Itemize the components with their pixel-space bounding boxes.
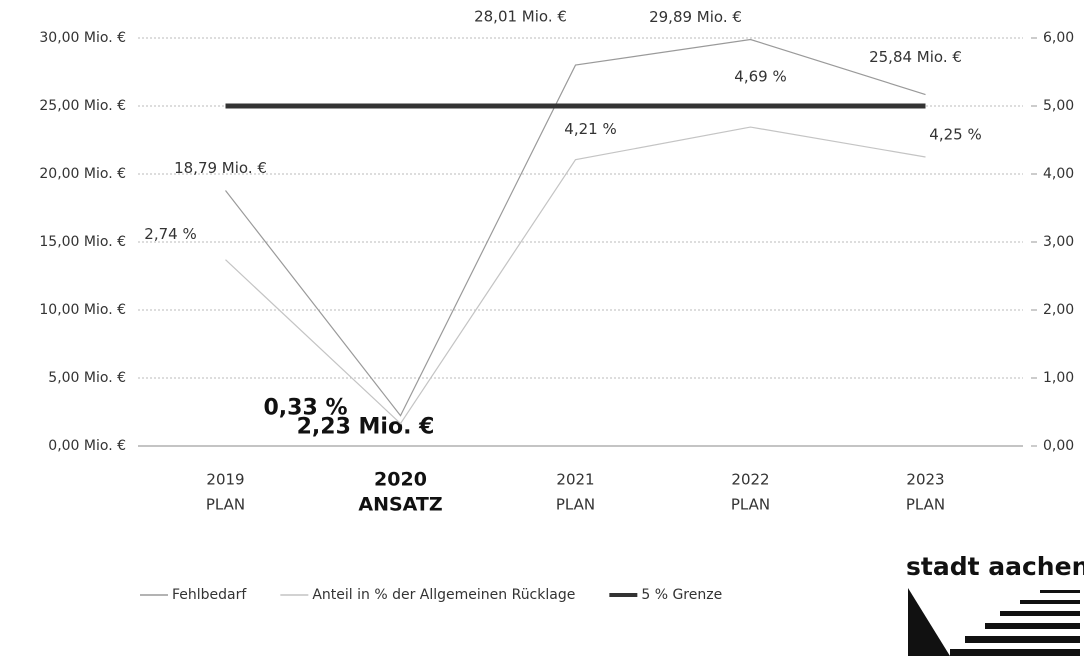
y2-tick-label: 1,00 bbox=[1043, 370, 1074, 386]
value-label: 4,21 % bbox=[564, 120, 616, 138]
y-tick-label: 25,00 Mio. € bbox=[39, 98, 126, 114]
y2-tick-label: 3,00 bbox=[1043, 234, 1074, 250]
value-label: 4,69 % bbox=[734, 68, 786, 86]
series-line bbox=[225, 38, 926, 417]
value-label: 28,01 Mio. € bbox=[474, 8, 567, 26]
y-tick-label: 5,00 Mio. € bbox=[48, 370, 126, 386]
x-tick-label: 2022 bbox=[731, 471, 769, 489]
y-tick-label: 30,00 Mio. € bbox=[39, 30, 126, 46]
value-label: 29,89 Mio. € bbox=[649, 8, 742, 26]
y2-tick-label: 0,00 bbox=[1043, 438, 1074, 454]
y2-tick-label: 5,00 bbox=[1043, 98, 1074, 114]
x-tick-label: PLAN bbox=[731, 496, 770, 514]
value-label: 2,23 Mio. € bbox=[297, 415, 435, 440]
value-label: 25,84 Mio. € bbox=[869, 48, 962, 66]
logo-text: stadt aachen bbox=[906, 552, 1084, 581]
value-label: 2,74 % bbox=[144, 225, 196, 243]
y-tick-label: 15,00 Mio. € bbox=[39, 234, 126, 250]
x-tick-label: PLAN bbox=[906, 496, 945, 514]
value-label: 18,79 Mio. € bbox=[174, 159, 267, 177]
logo-graphic bbox=[908, 588, 1080, 656]
x-tick-label: PLAN bbox=[206, 496, 245, 514]
legend-label: Anteil in % der Allgemeinen Rücklage bbox=[312, 587, 575, 603]
value-label: 4,25 % bbox=[929, 126, 981, 144]
value-label: 0,33 % bbox=[264, 396, 348, 421]
y-tick-label: 20,00 Mio. € bbox=[39, 166, 126, 182]
x-tick-label: PLAN bbox=[556, 496, 595, 514]
series-line bbox=[225, 126, 926, 425]
y2-tick-label: 6,00 bbox=[1043, 30, 1074, 46]
x-tick-label: 2021 bbox=[556, 471, 594, 489]
x-tick-label: ANSATZ bbox=[358, 494, 442, 516]
x-tick-label: 2019 bbox=[206, 471, 244, 489]
y-tick-label: 10,00 Mio. € bbox=[39, 302, 126, 318]
y2-tick-label: 4,00 bbox=[1043, 166, 1074, 182]
y2-tick-label: 2,00 bbox=[1043, 302, 1074, 318]
y-tick-label: 0,00 Mio. € bbox=[48, 438, 126, 454]
legend-label: Fehlbedarf bbox=[172, 587, 247, 603]
x-tick-label: 2020 bbox=[374, 469, 427, 491]
legend-label: 5 % Grenze bbox=[641, 587, 722, 603]
x-tick-label: 2023 bbox=[906, 471, 944, 489]
